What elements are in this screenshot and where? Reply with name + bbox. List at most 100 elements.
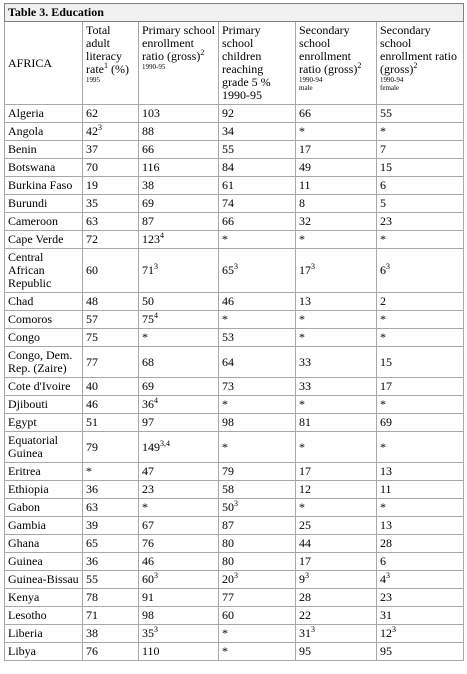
value-cell: * — [218, 431, 296, 463]
value-cell: 68 — [138, 346, 219, 378]
value-cell: 79 — [218, 462, 296, 481]
country-cell: Algeria — [4, 104, 83, 123]
footnote-ref: 3 — [311, 625, 315, 634]
value-cell: 35 — [82, 194, 139, 213]
country-cell: Central African Republic — [4, 248, 83, 293]
value-cell: 8 — [295, 194, 377, 213]
value-cell: 66 — [138, 140, 219, 159]
table-row: Libya 76 110 * 95 95 — [4, 642, 465, 661]
value-cell: 69 — [138, 194, 219, 213]
table-row: Guinea-Bissau 55 603 203 93 43 — [4, 570, 465, 589]
value-cell: * — [375, 328, 465, 347]
value-cell: 22 — [295, 606, 377, 625]
footnote-ref: 2 — [357, 61, 362, 70]
value-cell: 77 — [82, 346, 139, 378]
value-cell: 364 — [138, 395, 219, 414]
value-cell: * — [375, 395, 465, 414]
footnote-ref: 3 — [305, 571, 309, 580]
country-cell: Lesotho — [4, 606, 83, 625]
value-cell: * — [375, 431, 465, 463]
column-header: Primary school children reaching grade 5… — [218, 21, 296, 105]
value-cell: 17 — [295, 462, 377, 481]
table-body: Algeria 62 103 92 66 55 Angola 423 88 34 * * Benin 37… — [4, 104, 465, 661]
country-cell: Equatorial Guinea — [4, 431, 83, 463]
footnote-ref: 2 — [413, 61, 418, 70]
value-cell: * — [295, 122, 377, 141]
value-cell: 44 — [295, 534, 377, 553]
cell-value: 60 — [142, 572, 154, 586]
value-cell: 103 — [138, 104, 219, 123]
country-cell: Cape Verde — [4, 230, 83, 249]
value-cell: 17 — [295, 552, 377, 571]
footnote-ref: 4 — [160, 231, 164, 240]
header-label: Secondary school enrollment ratio (gross… — [380, 23, 457, 76]
value-cell: * — [295, 230, 377, 249]
value-cell: 48 — [82, 292, 139, 311]
country-cell: Ethiopia — [4, 480, 83, 499]
value-cell: 2 — [375, 292, 465, 311]
value-cell: 91 — [138, 588, 219, 607]
value-cell: 46 — [138, 552, 219, 571]
value-cell: 603 — [138, 570, 219, 589]
table-row: Djibouti 46 364 * * * — [4, 395, 465, 414]
value-cell: 55 — [375, 104, 465, 123]
table-row: Comoros 57 754 * * * — [4, 310, 465, 329]
header-label: AFRICA — [8, 55, 53, 70]
footnote-ref: 3 — [154, 571, 158, 580]
cell-value: 42 — [86, 124, 98, 138]
value-cell: 87 — [138, 212, 219, 231]
value-cell: 78 — [82, 588, 139, 607]
cell-value: 9 — [299, 572, 305, 586]
cell-value: 71 — [142, 263, 154, 277]
country-cell: Ghana — [4, 534, 83, 553]
value-cell: 71 — [82, 606, 139, 625]
value-cell: 95 — [375, 642, 465, 661]
value-cell: 55 — [218, 140, 296, 159]
table-row: Chad 48 50 46 13 2 — [4, 292, 465, 311]
value-cell: 66 — [295, 104, 377, 123]
value-cell: * — [138, 498, 219, 517]
education-table: Table 3. Education AFRICA Total adult lit… — [3, 3, 465, 661]
value-cell: 40 — [82, 377, 139, 396]
value-cell: 98 — [218, 413, 296, 432]
header-label: Secondary school enrollment ratio (gross… — [299, 23, 358, 76]
value-cell: 32 — [295, 212, 377, 231]
cell-value: 31 — [299, 626, 311, 640]
value-cell: 713 — [138, 248, 219, 293]
value-cell: 67 — [138, 516, 219, 535]
value-cell: 203 — [218, 570, 296, 589]
table-row: Egypt 51 97 98 81 69 — [4, 413, 465, 432]
value-cell: 28 — [375, 534, 465, 553]
table-row: Equatorial Guinea 79 1493,4 * * * — [4, 431, 465, 463]
value-cell: 43 — [375, 570, 465, 589]
value-cell: 46 — [218, 292, 296, 311]
value-cell: 173 — [295, 248, 377, 293]
table-row: Central African Republic 60 713 653 173 63 — [4, 248, 465, 293]
table-row: Congo 75 * 53 * * — [4, 328, 465, 347]
header-label: Primary school children reaching grade 5… — [222, 23, 271, 102]
value-cell: 36 — [82, 552, 139, 571]
value-cell: 98 — [138, 606, 219, 625]
cell-value: 6 — [380, 263, 386, 277]
value-cell: 84 — [218, 158, 296, 177]
value-cell: * — [295, 328, 377, 347]
value-cell: 80 — [218, 552, 296, 571]
cell-value: 36 — [142, 397, 154, 411]
country-cell: Cote d'Ivoire — [4, 377, 83, 396]
value-cell: 11 — [295, 176, 377, 195]
table-row: Algeria 62 103 92 66 55 — [4, 104, 465, 123]
value-cell: 13 — [375, 516, 465, 535]
cell-value: 149 — [142, 439, 160, 454]
value-cell: * — [218, 642, 296, 661]
value-cell: 36 — [82, 480, 139, 499]
value-cell: 53 — [218, 328, 296, 347]
value-cell: 88 — [138, 122, 219, 141]
column-header: Secondary school enrollment ratio (gross… — [295, 21, 377, 105]
header-years: 1990-95 — [142, 63, 166, 71]
value-cell: 423 — [82, 122, 139, 141]
cell-value: 123 — [142, 232, 160, 246]
value-cell: 110 — [138, 642, 219, 661]
footnote-ref: 3 — [311, 262, 315, 271]
value-cell: 74 — [218, 194, 296, 213]
